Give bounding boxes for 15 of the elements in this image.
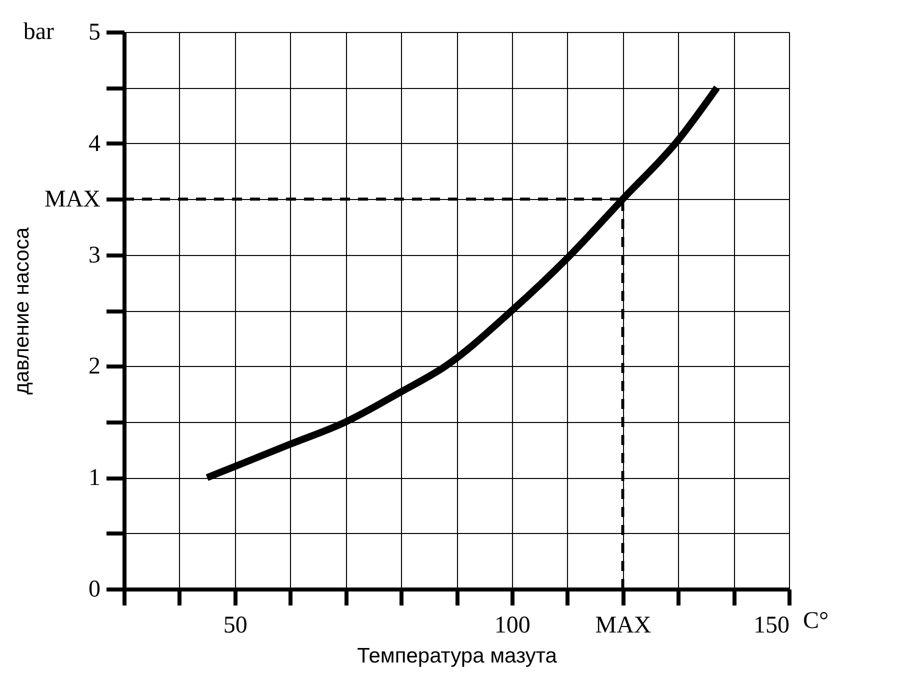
text: C° bbox=[803, 608, 829, 634]
y-tick-label: 5 bbox=[88, 20, 100, 46]
y-tick-label: MAX bbox=[44, 186, 100, 213]
x-tick-label: 150 bbox=[754, 612, 790, 638]
x-axis-title: Температура мазута bbox=[357, 644, 558, 668]
y-tick-label: 0 bbox=[88, 576, 100, 602]
y-axis-title: давление насоса bbox=[10, 227, 34, 395]
x-tick-label: 50 bbox=[223, 612, 248, 638]
y-tick-label: 4 bbox=[88, 130, 100, 157]
y-tick-label: 2 bbox=[88, 354, 100, 380]
x-tick-label: 100 bbox=[494, 612, 530, 638]
x-tick-label: MAX bbox=[595, 612, 652, 638]
text: bar bbox=[23, 19, 54, 45]
y-tick-label: 3 bbox=[88, 242, 100, 268]
y-tick-label: 1 bbox=[88, 465, 100, 492]
